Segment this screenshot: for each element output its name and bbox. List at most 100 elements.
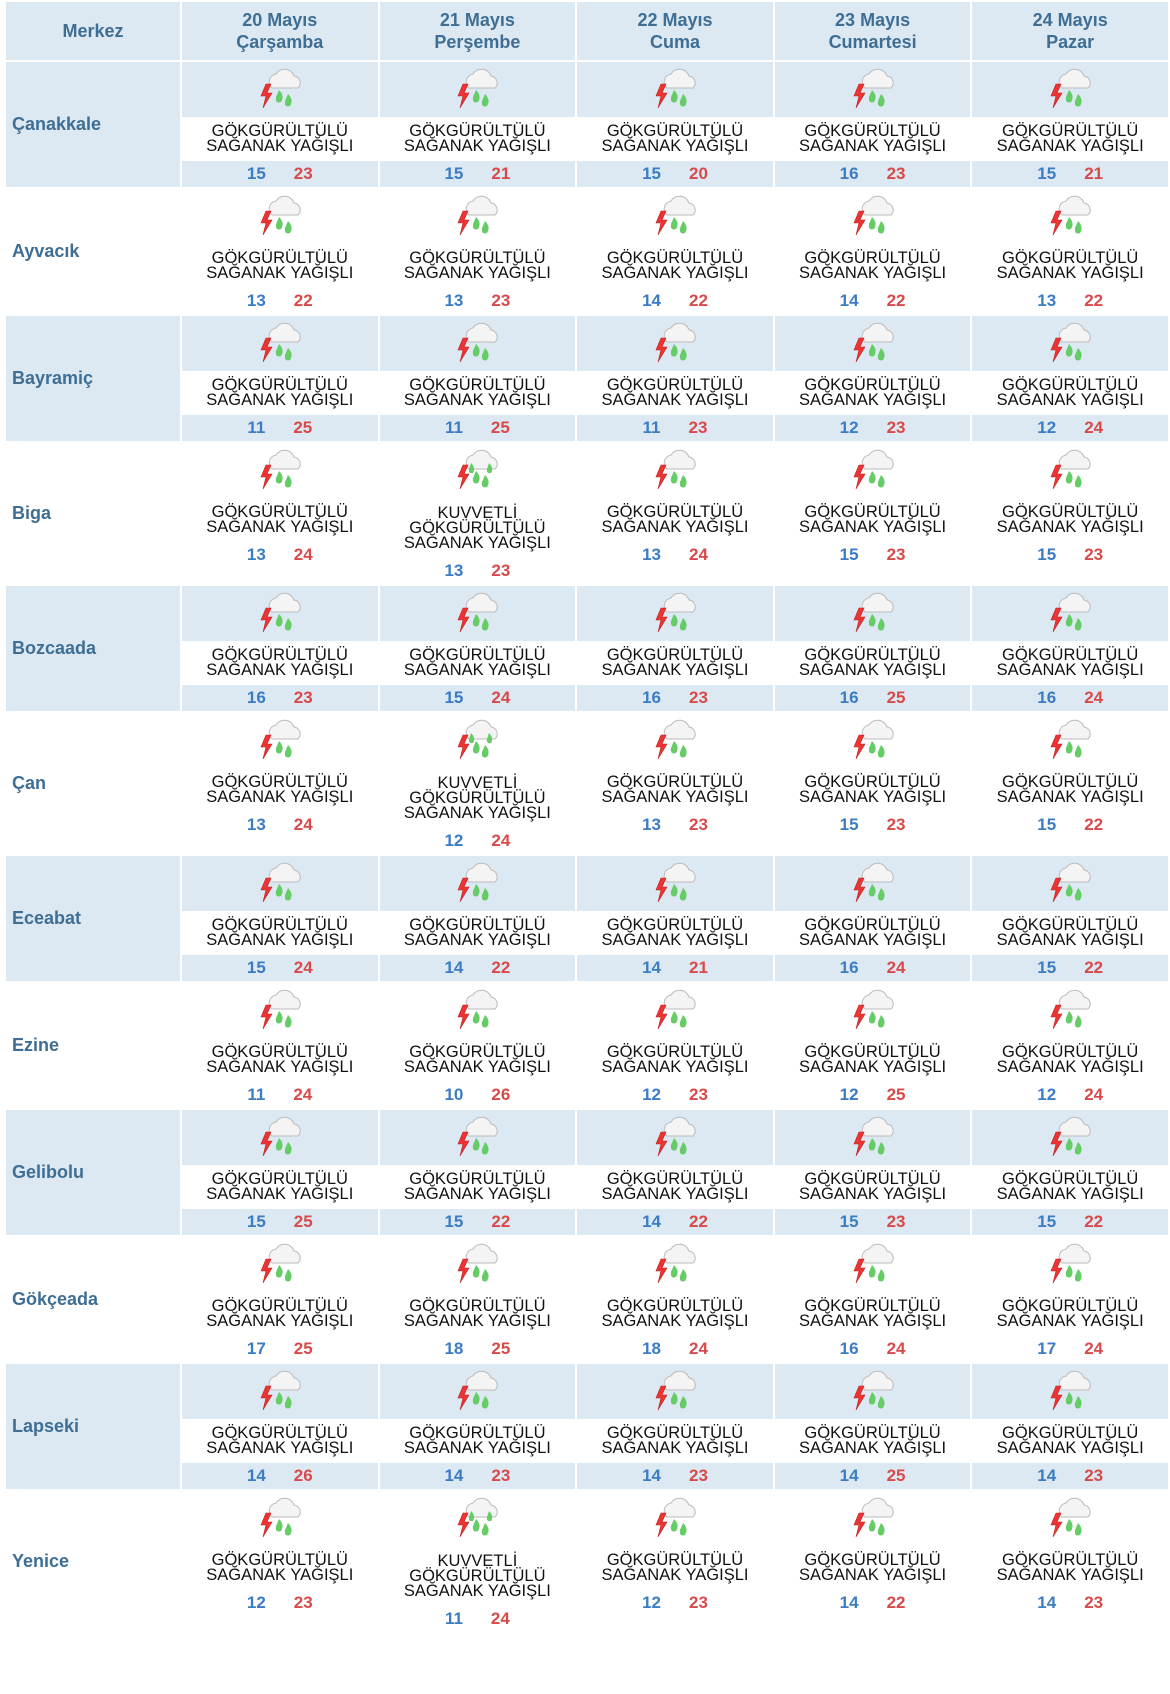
condition-line: SAĞANAK YAĞIŞLI <box>601 1185 749 1203</box>
temp-low: 15 <box>1037 958 1057 977</box>
city-name: Bozcaada <box>6 586 180 711</box>
forecast-cell: GÖKGÜRÜLTÜLÜ SAĞANAK YAĞIŞLI 13 23 <box>380 189 576 314</box>
condition: GÖKGÜRÜLTÜLÜ SAĞANAK YAĞIŞLI <box>775 768 971 812</box>
temperatures: 18 24 <box>577 1336 773 1362</box>
temp-low: 16 <box>246 688 266 707</box>
condition: GÖKGÜRÜLTÜLÜ SAĞANAK YAĞIŞLI <box>775 1419 971 1463</box>
condition-line: GÖKGÜRÜLTÜLÜ <box>1002 376 1139 394</box>
temp-high: 26 <box>491 1085 511 1104</box>
temp-low: 15 <box>246 164 266 183</box>
weather-icon <box>853 68 894 108</box>
forecast-cell: GÖKGÜRÜLTÜLÜ SAĞANAK YAĞIŞLI 14 23 <box>972 1491 1168 1632</box>
icon-band <box>182 316 378 371</box>
city-row: Ezine GÖKGÜRÜLTÜLÜ SAĞANAK YAĞIŞLI 11 24 GÖKG… <box>6 983 1168 1108</box>
condition: GÖKGÜRÜLTÜLÜ SAĞANAK YAĞIŞLI <box>380 1292 576 1336</box>
icon-band <box>379 316 576 371</box>
temp-high: 24 <box>491 688 511 707</box>
condition-line: GÖKGÜRÜLTÜLÜ <box>409 518 546 537</box>
forecast-cell: GÖKGÜRÜLTÜLÜ SAĞANAK YAĞIŞLI 12 24 <box>972 983 1168 1108</box>
weather-icon <box>457 322 499 362</box>
temp-high: 22 <box>886 291 906 310</box>
city-row: Gökçeada GÖKGÜRÜLTÜLÜ SAĞANAK YAĞIŞLI 17 25 G… <box>6 1237 1168 1362</box>
condition-line: GÖKGÜRÜLTÜLÜ <box>409 122 546 140</box>
condition-line: GÖKGÜRÜLTÜLÜ <box>409 788 546 807</box>
condition-line: GÖKGÜRÜLTÜLÜ <box>804 1424 941 1442</box>
day-weekday: Cumartesi <box>828 32 917 52</box>
temperatures: 13 23 <box>380 558 576 584</box>
temperatures: 15 20 <box>577 161 773 187</box>
temperatures: 14 21 <box>577 955 773 981</box>
weather-icon <box>853 592 894 632</box>
temperatures: 13 22 <box>182 288 378 314</box>
condition: GÖKGÜRÜLTÜLÜ SAĞANAK YAĞIŞLI <box>577 117 773 161</box>
condition-line: KUVVETLİ <box>437 503 518 522</box>
condition-line: SAĞANAK YAĞIŞLI <box>601 518 749 536</box>
temp-low: 14 <box>1037 1593 1057 1612</box>
day-date: 22 Mayıs <box>637 10 713 30</box>
city-row: Ayvacık GÖKGÜRÜLTÜLÜ SAĞANAK YAĞIŞLI 13 22 GÖ… <box>6 189 1168 314</box>
condition: GÖKGÜRÜLTÜLÜ SAĞANAK YAĞIŞLI <box>577 371 773 415</box>
condition: GÖKGÜRÜLTÜLÜ SAĞANAK YAĞIŞLI <box>182 1546 378 1590</box>
icon-band <box>577 62 773 117</box>
condition-line: SAĞANAK YAĞIŞLI <box>799 931 947 949</box>
temp-low: 17 <box>246 1339 266 1358</box>
temp-high: 23 <box>293 1593 313 1612</box>
icon-band <box>774 856 971 911</box>
temp-low: 15 <box>839 545 859 564</box>
forecast-cell: GÖKGÜRÜLTÜLÜ SAĞANAK YAĞIŞLI 14 23 <box>577 1364 773 1489</box>
weather-icon <box>260 592 301 632</box>
condition-line: GÖKGÜRÜLTÜLÜ <box>1002 122 1139 140</box>
icon-band <box>182 1491 378 1546</box>
icon-band <box>577 856 773 911</box>
city-name: Ezine <box>12 1035 60 1055</box>
temp-low: 12 <box>1037 418 1057 437</box>
day-header: 21 Mayıs Perşembe <box>379 2 576 60</box>
forecast-cell: GÖKGÜRÜLTÜLÜ SAĞANAK YAĞIŞLI 16 23 <box>577 586 773 711</box>
weather-icon <box>1050 449 1091 489</box>
forecast-cell: GÖKGÜRÜLTÜLÜ SAĞANAK YAĞIŞLI 13 22 <box>972 189 1168 314</box>
condition-line: GÖKGÜRÜLTÜLÜ <box>409 1170 546 1188</box>
temperatures: 15 23 <box>182 161 378 187</box>
temperatures: 15 23 <box>775 812 971 838</box>
condition: GÖKGÜRÜLTÜLÜ SAĞANAK YAĞIŞLI <box>182 768 378 812</box>
condition-line: GÖKGÜRÜLTÜLÜ <box>211 249 348 267</box>
condition-line: SAĞANAK YAĞIŞLI <box>799 788 947 806</box>
temp-low: 14 <box>246 1466 266 1485</box>
weather-icon <box>1050 1497 1091 1537</box>
temperatures: 12 23 <box>774 415 971 441</box>
condition-line: GÖKGÜRÜLTÜLÜ <box>1002 916 1139 934</box>
weather-icon <box>457 1497 499 1537</box>
icon-band <box>972 1364 1168 1419</box>
temp-high: 25 <box>886 1466 906 1485</box>
condition-line: SAĞANAK YAĞIŞLI <box>403 137 551 155</box>
weather-icon <box>1050 1243 1091 1283</box>
weather-icon <box>1050 195 1091 235</box>
city-row: Lapseki GÖKGÜRÜLTÜLÜ SAĞANAK YAĞIŞLI 14 26 GÖ… <box>6 1364 1168 1489</box>
forecast-cell: GÖKGÜRÜLTÜLÜ SAĞANAK YAĞIŞLI 13 22 <box>182 189 378 314</box>
weather-icon <box>457 195 499 235</box>
condition: GÖKGÜRÜLTÜLÜ SAĞANAK YAĞIŞLI <box>182 1292 378 1336</box>
forecast-cell: KUVVETLİ GÖKGÜRÜLTÜLÜ SAĞANAK YAĞIŞLI 12 24 <box>380 713 576 854</box>
forecast-cell: GÖKGÜRÜLTÜLÜ SAĞANAK YAĞIŞLI 11 24 <box>182 983 378 1108</box>
condition-line: SAĞANAK YAĞIŞLI <box>799 137 947 155</box>
temperatures: 13 23 <box>380 288 576 314</box>
temperatures: 12 24 <box>972 1082 1168 1108</box>
city-name: Lapseki <box>6 1364 180 1489</box>
temperatures: 11 25 <box>182 415 378 441</box>
condition-line: SAĞANAK YAĞIŞLI <box>206 518 354 536</box>
condition-line: SAĞANAK YAĞIŞLI <box>799 1185 947 1203</box>
day-weekday: Pazar <box>1046 32 1095 52</box>
temp-high: 24 <box>293 545 313 564</box>
forecast-cell: GÖKGÜRÜLTÜLÜ SAĞANAK YAĞIŞLI 11 25 <box>379 316 576 441</box>
weather-icon <box>655 68 696 108</box>
city-name: Çan <box>12 773 47 793</box>
day-date: 24 Mayıs <box>1032 10 1108 30</box>
condition-line: SAĞANAK YAĞIŞLI <box>206 391 354 409</box>
temperatures: 14 23 <box>577 1463 773 1489</box>
city-row: Çanakkale GÖKGÜRÜLTÜLÜ SAĞANAK YAĞIŞLI 15 23… <box>6 62 1168 187</box>
city-name: Yenice <box>12 1551 70 1571</box>
temp-high: 23 <box>688 688 708 707</box>
day-weekday: Çarşamba <box>236 32 324 52</box>
temperatures: 15 21 <box>379 161 576 187</box>
weather-icon <box>260 862 301 902</box>
